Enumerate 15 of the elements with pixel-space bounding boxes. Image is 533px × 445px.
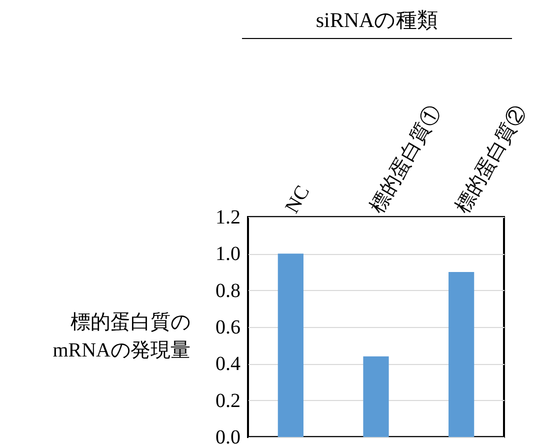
y-tick-label: 0.4 xyxy=(216,353,240,376)
y-tick-label: 0.0 xyxy=(216,426,240,445)
y-tick-label: 1.0 xyxy=(216,243,240,266)
y-axis-title: 標的蛋白質の mRNAの発現量 xyxy=(52,312,190,362)
x-tick-label: NC xyxy=(281,182,314,217)
y-tick-label: 0.2 xyxy=(216,390,240,412)
x-axis-title: siRNAの種類 xyxy=(242,6,512,39)
y-tick-label: 1.2 xyxy=(216,206,240,228)
bar xyxy=(363,356,389,437)
bar xyxy=(278,254,304,437)
x-tick-label: 標的蛋白質② xyxy=(452,102,531,217)
x-tick-label: 標的蛋白質① xyxy=(366,102,446,217)
y-tick-label: 0.8 xyxy=(216,280,240,302)
y-tick-label: 0.6 xyxy=(216,316,240,338)
bar xyxy=(448,272,474,437)
